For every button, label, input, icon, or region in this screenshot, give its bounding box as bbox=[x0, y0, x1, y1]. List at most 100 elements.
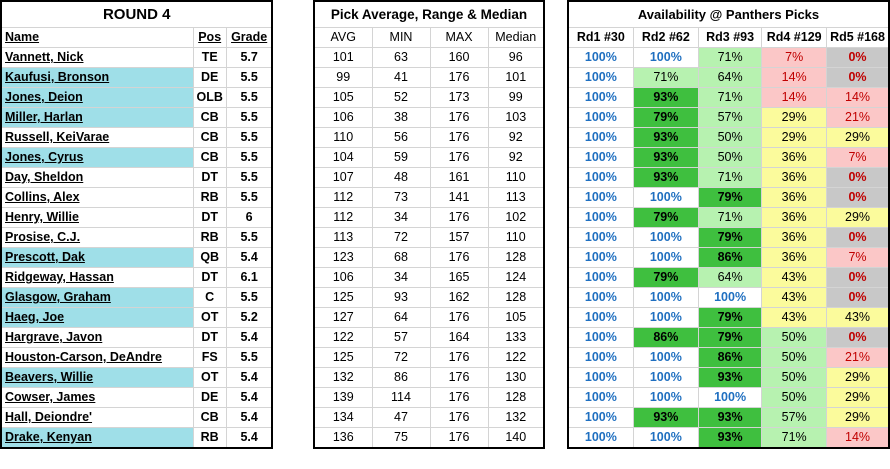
min-cell: 57 bbox=[371, 327, 431, 348]
player-row: Hall, Deiondre' CB 5.4 bbox=[0, 407, 274, 428]
rd4-availability-cell: 29% bbox=[761, 127, 828, 148]
rd5-availability-cell: 29% bbox=[826, 127, 890, 148]
player-pos: CB bbox=[192, 107, 227, 128]
name-header: Name bbox=[0, 27, 194, 48]
min-cell: 47 bbox=[371, 407, 431, 428]
rd1-availability-cell: 100% bbox=[566, 407, 634, 428]
availability-row: 100% 79% 71% 36% 29% bbox=[566, 207, 890, 228]
player-grade: 5.4 bbox=[225, 247, 274, 268]
rd2-availability-cell: 100% bbox=[632, 367, 699, 388]
rd3-availability-cell: 64% bbox=[697, 67, 763, 88]
rd1-availability-cell: 100% bbox=[566, 307, 634, 328]
player-row: Jones, Cyrus CB 5.5 bbox=[0, 147, 274, 168]
rd2-availability-cell: 71% bbox=[632, 67, 699, 88]
rd3-availability-cell: 71% bbox=[697, 87, 763, 108]
median-cell: 105 bbox=[487, 307, 545, 328]
rd4-availability-cell: 57% bbox=[761, 407, 828, 428]
rd5-availability-cell: 14% bbox=[826, 87, 890, 108]
pick-stats-row: 125 93 162 128 bbox=[313, 287, 545, 308]
availability-row: 100% 93% 93% 57% 29% bbox=[566, 407, 890, 428]
pick-stats-row: 112 34 176 102 bbox=[313, 207, 545, 228]
rd1-availability-cell: 100% bbox=[566, 107, 634, 128]
max-cell: 162 bbox=[429, 287, 489, 308]
player-grade: 5.5 bbox=[225, 187, 274, 208]
min-cell: 86 bbox=[371, 367, 431, 388]
player-grade: 5.4 bbox=[225, 367, 274, 388]
pick-stats-row: 113 72 157 110 bbox=[313, 227, 545, 248]
avg-cell: 105 bbox=[313, 87, 373, 108]
player-pos: DE bbox=[192, 67, 227, 88]
rd5-availability-cell: 0% bbox=[826, 327, 890, 348]
min-cell: 41 bbox=[371, 67, 431, 88]
max-cell: 176 bbox=[429, 247, 489, 268]
rd2-availability-cell: 100% bbox=[632, 287, 699, 308]
availability-table: Availability @ Panthers Picks Rd1 #30 Rd… bbox=[566, 0, 890, 449]
median-cell: 128 bbox=[487, 247, 545, 268]
rd1-availability-cell: 100% bbox=[566, 347, 634, 368]
min-cell: 72 bbox=[371, 227, 431, 248]
player-pos: TE bbox=[192, 47, 227, 68]
rd5-availability-cell: 0% bbox=[826, 167, 890, 188]
avg-cell: 106 bbox=[313, 267, 373, 288]
rd1-availability-cell: 100% bbox=[566, 147, 634, 168]
player-row: Cowser, James DE 5.4 bbox=[0, 387, 274, 408]
rd2-header: Rd2 #62 bbox=[632, 27, 699, 48]
player-name: Prosise, C.J. bbox=[0, 227, 194, 248]
rd5-availability-cell: 0% bbox=[826, 227, 890, 248]
rd3-availability-cell: 93% bbox=[697, 427, 763, 449]
pick-stats-row: 132 86 176 130 bbox=[313, 367, 545, 388]
pick-stats-row: 127 64 176 105 bbox=[313, 307, 545, 328]
median-cell: 92 bbox=[487, 127, 545, 148]
rd1-availability-cell: 100% bbox=[566, 207, 634, 228]
player-pos: FS bbox=[192, 347, 227, 368]
min-cell: 63 bbox=[371, 47, 431, 68]
min-cell: 93 bbox=[371, 287, 431, 308]
availability-row: 100% 71% 64% 14% 0% bbox=[566, 67, 890, 88]
rd1-availability-cell: 100% bbox=[566, 247, 634, 268]
rd1-availability-cell: 100% bbox=[566, 187, 634, 208]
max-cell: 161 bbox=[429, 167, 489, 188]
player-pos: DT bbox=[192, 207, 227, 228]
avg-cell: 125 bbox=[313, 287, 373, 308]
median-cell: 103 bbox=[487, 107, 545, 128]
player-row: Day, Sheldon DT 5.5 bbox=[0, 167, 274, 188]
player-grade: 5.4 bbox=[225, 407, 274, 428]
rd3-header: Rd3 #93 bbox=[697, 27, 763, 48]
min-cell: 38 bbox=[371, 107, 431, 128]
player-grade: 5.5 bbox=[225, 127, 274, 148]
median-cell: 99 bbox=[487, 87, 545, 108]
player-pos: OLB bbox=[192, 87, 227, 108]
availability-row: 100% 79% 57% 29% 21% bbox=[566, 107, 890, 128]
rd4-availability-cell: 50% bbox=[761, 327, 828, 348]
player-row: Houston-Carson, DeAndre FS 5.5 bbox=[0, 347, 274, 368]
player-row: Henry, Willie DT 6 bbox=[0, 207, 274, 228]
player-pos: DT bbox=[192, 167, 227, 188]
rd3-availability-cell: 57% bbox=[697, 107, 763, 128]
max-cell: 176 bbox=[429, 387, 489, 408]
avg-cell: 134 bbox=[313, 407, 373, 428]
pick-stats-row: 99 41 176 101 bbox=[313, 67, 545, 88]
player-row: Jones, Deion OLB 5.5 bbox=[0, 87, 274, 108]
rd1-availability-cell: 100% bbox=[566, 87, 634, 108]
avg-cell: 122 bbox=[313, 327, 373, 348]
rd4-availability-cell: 7% bbox=[761, 47, 828, 68]
player-name: Beavers, Willie bbox=[0, 367, 194, 388]
pick-stats-row: 134 47 176 132 bbox=[313, 407, 545, 428]
avg-cell: 112 bbox=[313, 187, 373, 208]
max-cell: 176 bbox=[429, 67, 489, 88]
player-pos: DT bbox=[192, 267, 227, 288]
max-cell: 160 bbox=[429, 47, 489, 68]
player-grade: 5.5 bbox=[225, 227, 274, 248]
availability-row: 100% 100% 100% 43% 0% bbox=[566, 287, 890, 308]
rd3-availability-cell: 71% bbox=[697, 47, 763, 68]
median-cell: 110 bbox=[487, 227, 545, 248]
rd4-availability-cell: 71% bbox=[761, 427, 828, 449]
player-name: Drake, Kenyan bbox=[0, 427, 194, 449]
rd4-availability-cell: 50% bbox=[761, 387, 828, 408]
median-cell: 128 bbox=[487, 387, 545, 408]
rd2-availability-cell: 93% bbox=[632, 147, 699, 168]
availability-row: 100% 100% 86% 36% 7% bbox=[566, 247, 890, 268]
player-grade: 5.5 bbox=[225, 147, 274, 168]
avg-cell: 132 bbox=[313, 367, 373, 388]
max-cell: 173 bbox=[429, 87, 489, 108]
